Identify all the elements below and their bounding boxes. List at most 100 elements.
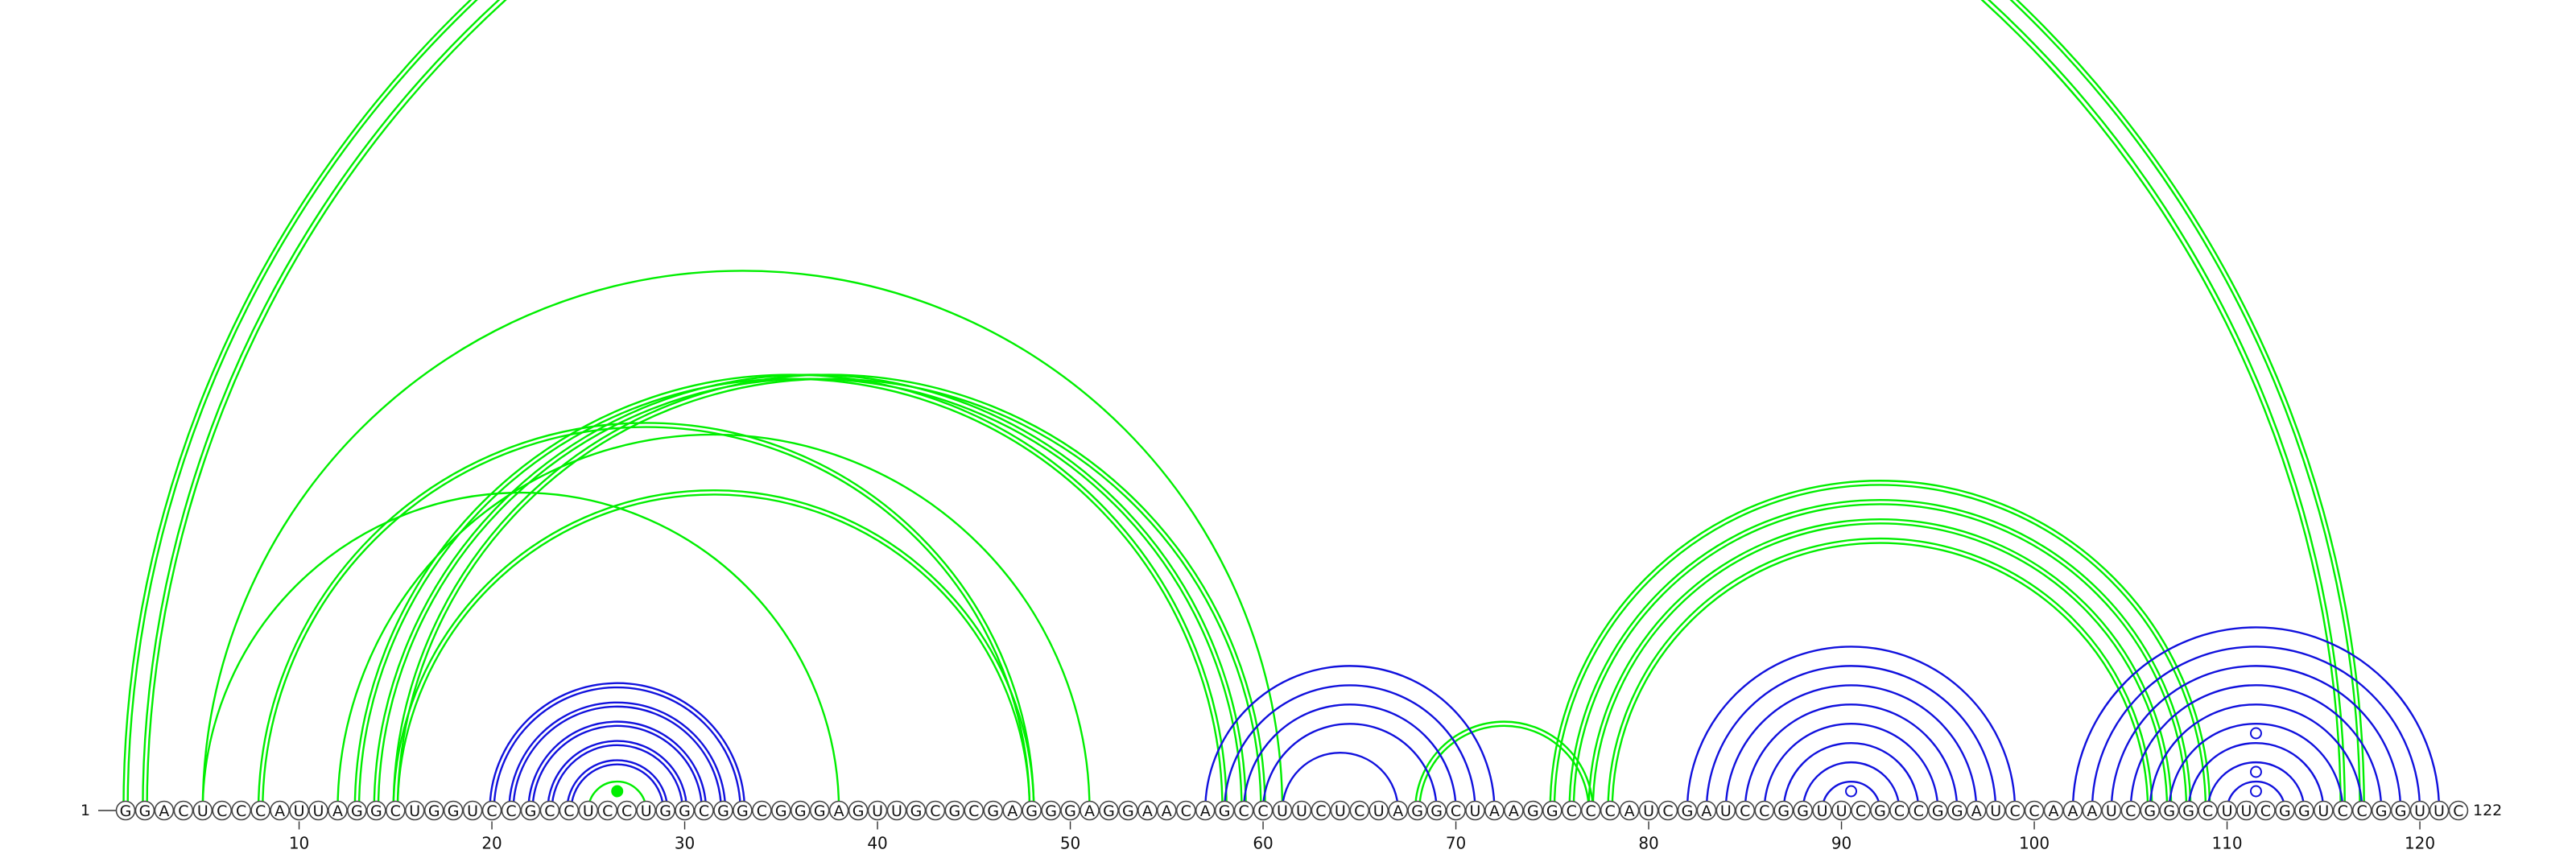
nucleotide-circle bbox=[1233, 800, 1254, 821]
nucleotide-letter: A bbox=[1393, 802, 1403, 820]
nucleotide-circle bbox=[501, 800, 522, 821]
nucleotide-letter: G bbox=[351, 802, 363, 820]
nucleotide-circle bbox=[154, 800, 175, 821]
arc-22-31 bbox=[527, 720, 708, 811]
arc-89-92 bbox=[1821, 780, 1881, 811]
nucleotide-letter: G bbox=[1797, 802, 1809, 820]
nucleotide-letter: A bbox=[275, 802, 285, 820]
arc-15-60 bbox=[392, 373, 1266, 811]
nucleotide-letter: U bbox=[2434, 802, 2445, 820]
nucleotide-letter: C bbox=[757, 802, 767, 820]
arc-103-120 bbox=[2091, 646, 2421, 811]
nucleotide-circle bbox=[1407, 800, 1427, 821]
nucleotide-letter: C bbox=[1894, 802, 1905, 820]
nucleotide-letter: G bbox=[1932, 802, 1944, 820]
nucleotide-letter: G bbox=[2298, 802, 2310, 820]
nucleotide-letter: C bbox=[486, 802, 497, 820]
nucleotide-circle bbox=[925, 800, 946, 821]
nucleotide-letter: A bbox=[2049, 802, 2059, 820]
arc-85-96 bbox=[1744, 703, 1959, 811]
nucleotide-letter: G bbox=[1103, 802, 1115, 820]
nucleotide-letter: U bbox=[2414, 802, 2425, 820]
arc-106-117 bbox=[2149, 703, 2363, 811]
arc-1-117 bbox=[126, 0, 2361, 811]
nucleotide-circle bbox=[1272, 800, 1293, 821]
nucleotide-letter: U bbox=[641, 802, 652, 820]
nucleotide-letter: G bbox=[2144, 802, 2156, 820]
arc-77-107 bbox=[1591, 522, 2169, 811]
nucleotide-letter: A bbox=[1162, 802, 1172, 820]
arc-21-32 bbox=[512, 705, 723, 811]
arc-24-29 bbox=[566, 759, 669, 811]
nucleotide-letter: G bbox=[2279, 802, 2291, 820]
tick-label: 10 bbox=[289, 834, 309, 853]
nucleotide-circle bbox=[1291, 800, 1312, 821]
nucleotide-circle bbox=[809, 800, 830, 821]
arc-21-32 bbox=[508, 701, 727, 811]
nucleotide-circle bbox=[675, 800, 695, 821]
nucleotide-letter: U bbox=[1836, 802, 1847, 820]
tick-label: 50 bbox=[1060, 834, 1080, 853]
nucleotide-letter: G bbox=[370, 802, 382, 820]
arc-76-108 bbox=[1572, 503, 2188, 811]
tick-label: 90 bbox=[1831, 834, 1852, 853]
nucleotide-circle bbox=[462, 800, 483, 821]
nucleotide-letter: C bbox=[1586, 802, 1596, 820]
nucleotide-letter: C bbox=[2202, 802, 2213, 820]
nucleotide-circle bbox=[2120, 800, 2141, 821]
nucleotide-letter: G bbox=[120, 802, 132, 820]
arc-14-59 bbox=[373, 373, 1247, 811]
arc-75-109 bbox=[1549, 480, 2211, 811]
nucleotide-letter: U bbox=[294, 802, 305, 820]
nucleotide-letter: U bbox=[1643, 802, 1654, 820]
arc-104-119 bbox=[2110, 665, 2402, 811]
nucleotide-letter: A bbox=[1624, 802, 1635, 820]
arc-58-71 bbox=[1223, 684, 1476, 811]
nucleotide-circle bbox=[173, 800, 194, 821]
pair-marker bbox=[2249, 785, 2262, 798]
nucleotide-circle bbox=[1928, 800, 1948, 821]
nucleotide-letter: G bbox=[737, 802, 749, 820]
nucleotide-circle bbox=[212, 800, 233, 821]
arc-78-106 bbox=[1611, 542, 2149, 811]
tick-label: 80 bbox=[1638, 834, 1658, 853]
arc-23-30 bbox=[551, 744, 684, 811]
nucleotide-letter: G bbox=[814, 802, 826, 820]
nucleotide-circle bbox=[597, 800, 618, 821]
nucleotide-circle bbox=[867, 800, 888, 821]
nucleotide-letter: U bbox=[1373, 802, 1385, 820]
arc-77-107 bbox=[1587, 518, 2173, 811]
nucleotide-letter: C bbox=[1913, 802, 1924, 820]
nucleotide-circle bbox=[1851, 800, 1871, 821]
nucleotide-letter: G bbox=[1527, 802, 1539, 820]
arc-2-116 bbox=[142, 0, 2347, 811]
nucleotide-circle bbox=[1696, 800, 1717, 821]
nucleotide-circle bbox=[790, 800, 811, 821]
pair-marker bbox=[611, 785, 624, 798]
nucleotide-circle bbox=[2198, 800, 2218, 821]
nucleotide-circle bbox=[1253, 800, 1274, 821]
nucleotide-letter: G bbox=[2376, 802, 2388, 820]
nucleotide-letter: C bbox=[217, 802, 227, 820]
nucleotide-circle bbox=[1889, 800, 1909, 821]
nucleotide-circle bbox=[1523, 800, 1543, 821]
nucleotide-circle bbox=[1909, 800, 1929, 821]
arc-1-117 bbox=[122, 0, 2365, 811]
nucleotide-circle bbox=[1793, 800, 1813, 821]
nucleotide-letter: U bbox=[2241, 802, 2252, 820]
nucleotide-letter: C bbox=[2357, 802, 2368, 820]
nucleotide-circle bbox=[1966, 800, 1987, 821]
arc-108-115 bbox=[2187, 742, 2325, 811]
nucleotide-letter: C bbox=[2453, 802, 2463, 820]
nucleotide-letter: C bbox=[621, 802, 632, 820]
nucleotide-circle bbox=[2178, 800, 2198, 821]
arc-59-70 bbox=[1242, 703, 1457, 811]
nucleotide-letter: C bbox=[1605, 802, 1616, 820]
nucleotide-letter: A bbox=[1509, 802, 1519, 820]
arc-83-98 bbox=[1705, 665, 1997, 811]
nucleotide-letter: C bbox=[564, 802, 574, 820]
nucleotide-circle bbox=[2217, 800, 2237, 821]
nucleotide-circle bbox=[1388, 800, 1408, 821]
arc-109-114 bbox=[2207, 761, 2306, 811]
nucleotide-circle bbox=[828, 800, 849, 821]
